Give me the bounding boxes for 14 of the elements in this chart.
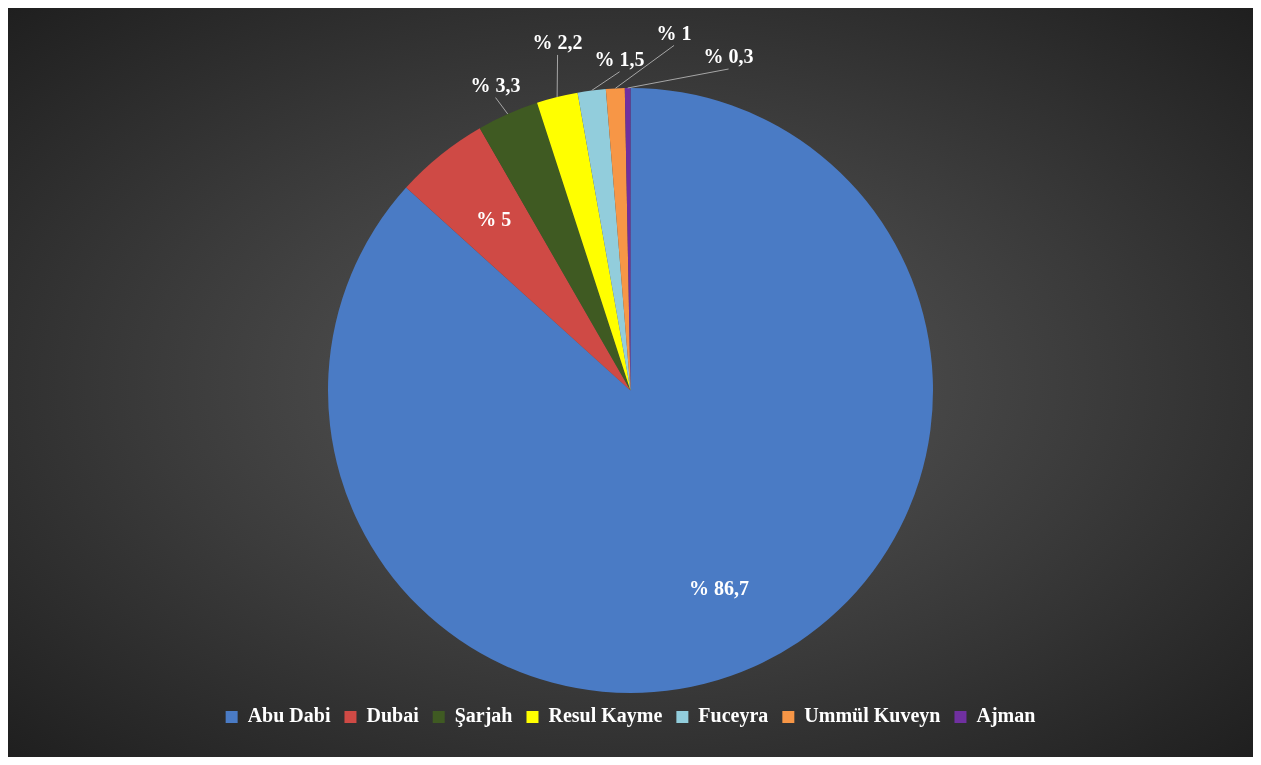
legend-label: Fuceyra — [698, 704, 769, 728]
data-label: % 5 — [476, 208, 512, 231]
legend-label: Ummül Kuveyn — [804, 704, 941, 728]
data-label: % 2,2 — [532, 31, 583, 54]
legend-label: Abu Dabi — [247, 704, 331, 727]
legend-label: Şarjah — [454, 704, 513, 728]
data-label: % 1,5 — [594, 47, 645, 70]
data-label: % 86,7 — [688, 576, 749, 599]
data-label: % 3,3 — [470, 73, 521, 96]
data-label: % 0,3 — [703, 45, 754, 68]
legend-label: Resul Kayme — [548, 704, 663, 728]
data-label: % 1 — [656, 21, 692, 44]
legend-label: Ajman — [976, 704, 1036, 728]
legend-label: Dubai — [366, 704, 420, 727]
